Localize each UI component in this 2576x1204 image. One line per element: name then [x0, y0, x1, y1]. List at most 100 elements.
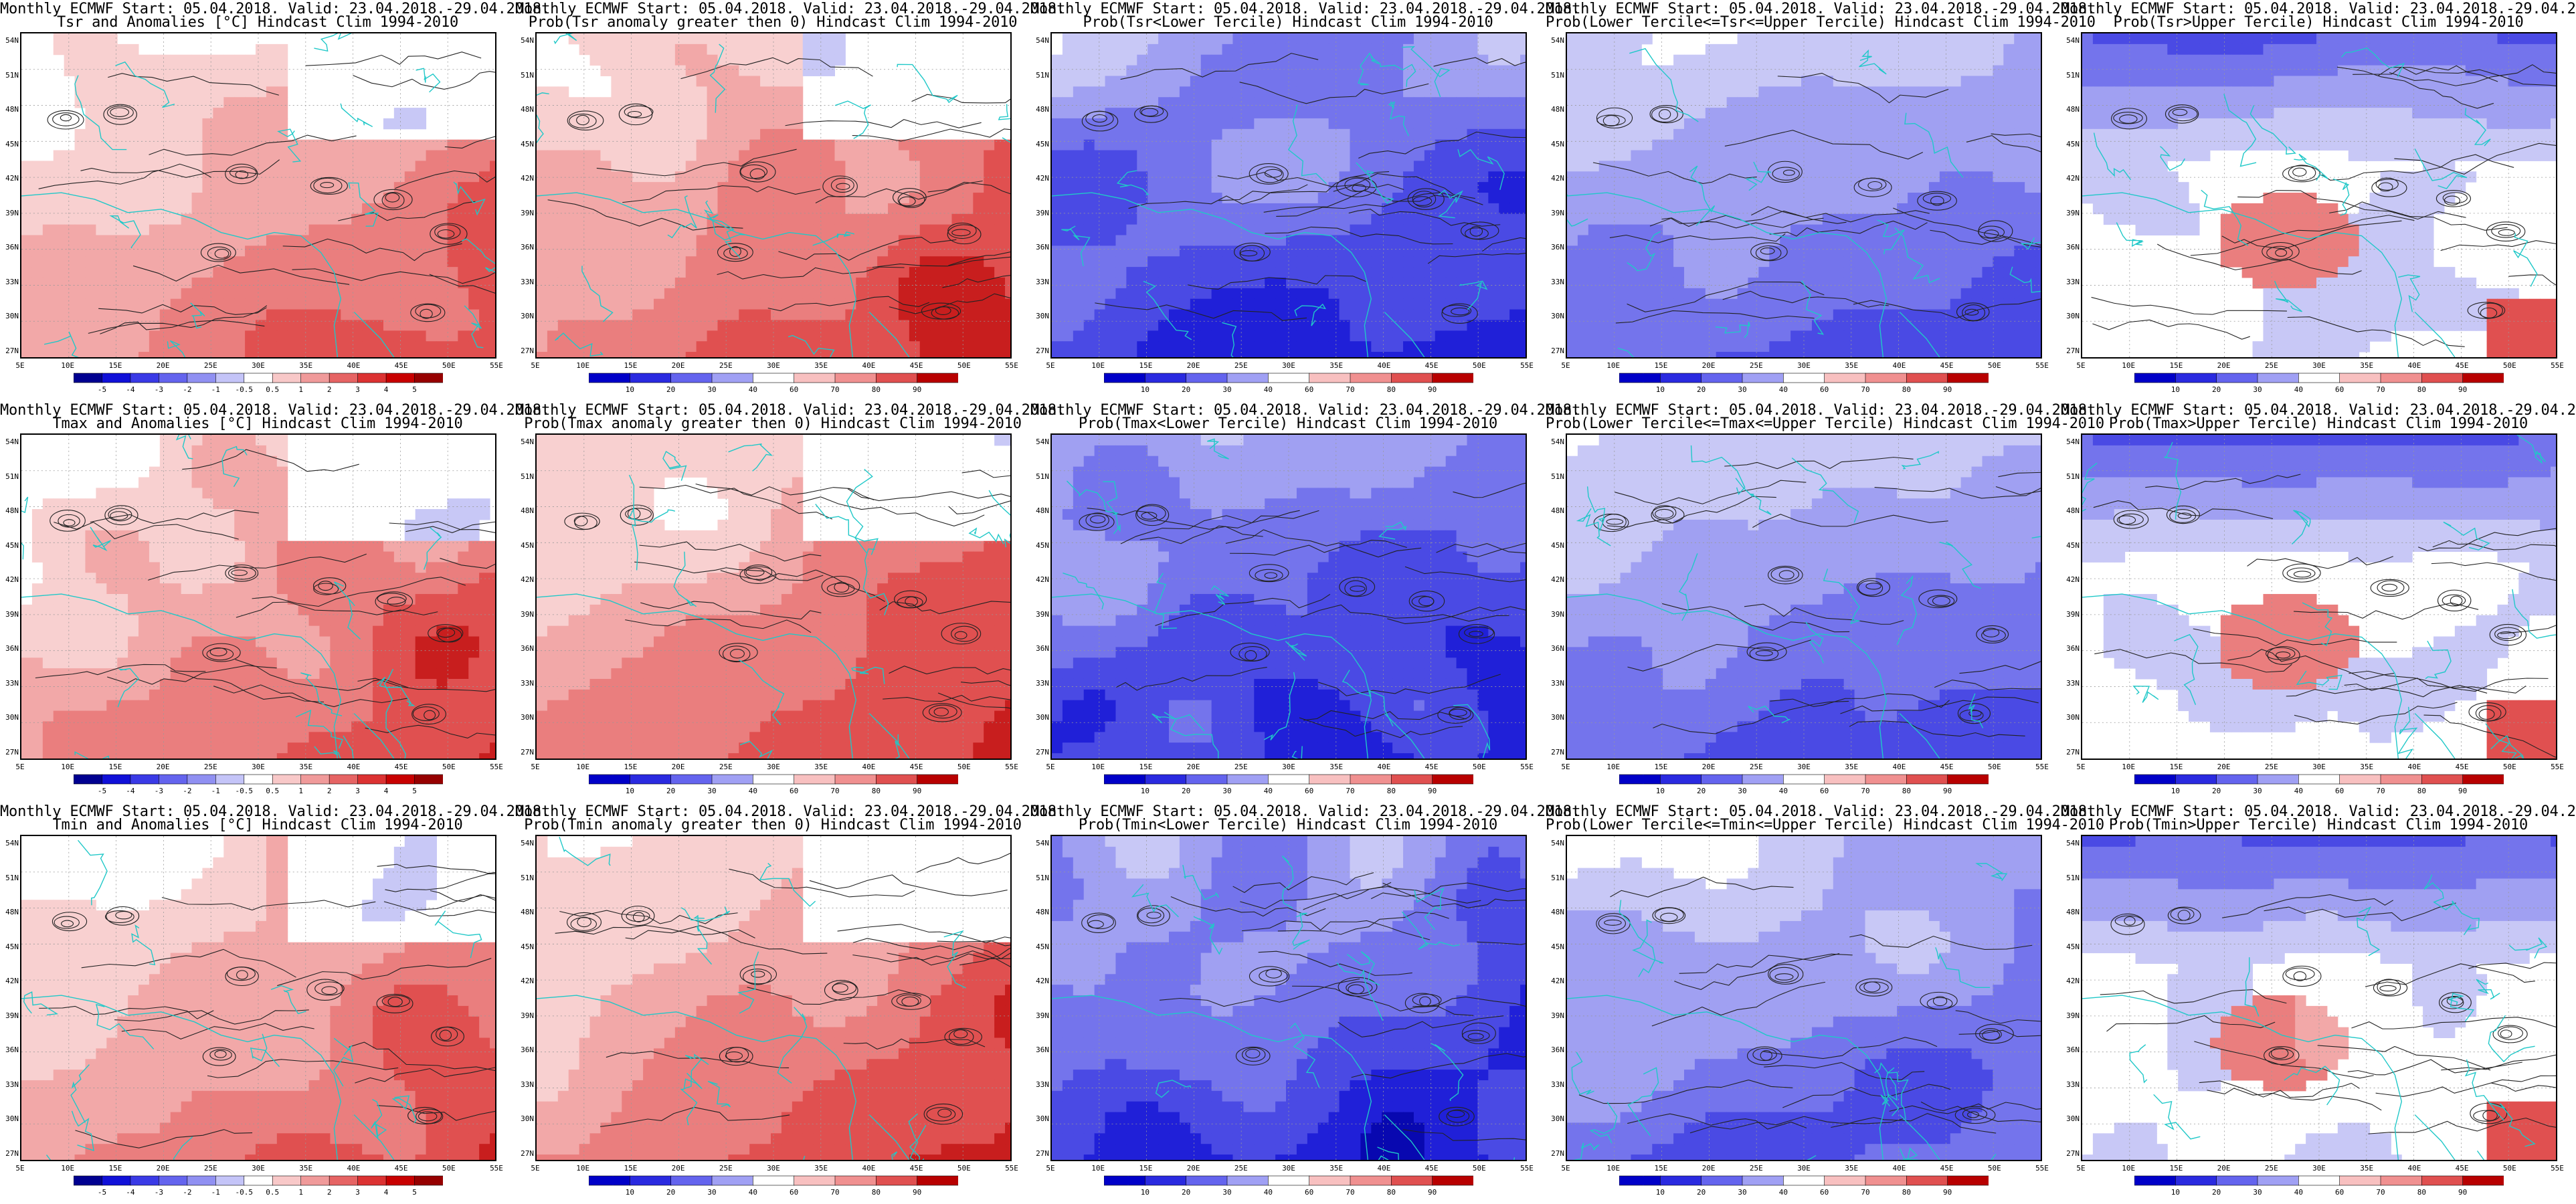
- lat-label: 42N: [5, 575, 19, 585]
- lon-label: 5E: [1561, 361, 1570, 370]
- colorbar-segment: [272, 373, 302, 383]
- lon-label: 5E: [1046, 1164, 1055, 1173]
- colorbar-label: 10: [2171, 787, 2180, 795]
- colorbar-segment: [917, 774, 958, 785]
- colorbar-segment: [357, 1175, 387, 1186]
- map-panel-tmin-prob-pos: Monthly ECMWF Start: 05.04.2018. Valid: …: [515, 803, 1065, 1204]
- country-borders: [21, 33, 495, 357]
- panel-title-line2: Tsr and Anomalies [°C] Hindcast Clim 199…: [56, 14, 459, 31]
- colorbar-segment: [329, 373, 359, 383]
- colorbar-segment: [215, 1175, 245, 1186]
- colorbar-segment: [244, 774, 274, 785]
- colorbar-label: 20: [1182, 385, 1191, 394]
- lat-label: 51N: [1551, 873, 1564, 882]
- lon-label: 10E: [2122, 361, 2136, 370]
- lon-label: 10E: [1606, 361, 1621, 370]
- lon-label: 10E: [576, 1164, 590, 1173]
- panel-title-line1: Monthly ECMWF Start: 05.04.2018. Valid: …: [515, 402, 1065, 419]
- map-plot: [535, 433, 1012, 760]
- lat-label: 33N: [521, 1080, 534, 1089]
- lat-label: 39N: [2066, 609, 2080, 619]
- colorbar-segment: [1432, 774, 1473, 785]
- colorbar-segment: [1824, 774, 1866, 785]
- lat-label: 36N: [1036, 243, 1049, 252]
- lon-label: 20E: [156, 361, 170, 370]
- lat-label: 45N: [521, 139, 534, 148]
- colorbar-segment: [917, 1175, 958, 1186]
- colorbar-segment: [2339, 774, 2381, 785]
- colorbar-segment: [1226, 373, 1269, 383]
- lat-label: 45N: [1551, 139, 1564, 148]
- lon-label: 35E: [299, 763, 313, 771]
- lon-label: 50E: [1472, 763, 1486, 771]
- lat-label: 27N: [1551, 1149, 1564, 1158]
- colorbar-segment: [794, 1175, 836, 1186]
- map-plot: [2081, 433, 2557, 760]
- colorbar: [1619, 1175, 1989, 1186]
- lat-label: 30N: [2066, 713, 2080, 722]
- colorbar-segment: [1742, 774, 1784, 785]
- colorbar-label: 90: [1943, 385, 1952, 394]
- colorbar-label: 90: [1428, 385, 1437, 394]
- lon-label: 50E: [442, 361, 456, 370]
- map-panel-tmax-prob-pos: Monthly ECMWF Start: 05.04.2018. Valid: …: [515, 401, 1065, 803]
- lon-label: 50E: [1987, 361, 2001, 370]
- lon-label: 10E: [1091, 763, 1105, 771]
- lon-label: 5E: [1046, 763, 1055, 771]
- colorbar-label: 40: [1263, 1188, 1273, 1197]
- colorbar-label: -1: [211, 787, 220, 795]
- lat-label: 27N: [1036, 748, 1049, 757]
- lat-label: 36N: [5, 243, 19, 252]
- colorbar-label: 70: [2376, 385, 2385, 394]
- lat-label: 27N: [521, 346, 534, 355]
- colorbar-label: 4: [383, 385, 389, 394]
- colorbar-label: 30: [1222, 385, 1232, 394]
- lat-label: 39N: [521, 1011, 534, 1020]
- gridlines: [2082, 435, 2556, 759]
- lat-label: 45N: [1551, 540, 1564, 550]
- colorbar-segment: [1226, 774, 1269, 785]
- colorbar-label: 60: [1820, 787, 1829, 795]
- lon-label: 55E: [490, 763, 503, 771]
- lat-label: 36N: [2066, 243, 2080, 252]
- colorbar-label: 60: [2335, 787, 2344, 795]
- country-borders: [537, 836, 966, 1160]
- map-plot: [20, 32, 496, 359]
- lat-label: 27N: [5, 1149, 19, 1158]
- lon-label: 25E: [203, 763, 217, 771]
- map-svg: [2082, 435, 2556, 759]
- lon-label: 5E: [15, 1164, 25, 1173]
- lon-label: 55E: [1005, 1164, 1018, 1173]
- colorbar-label: 70: [2376, 1188, 2385, 1197]
- lon-label: 35E: [1329, 763, 1344, 771]
- colorbar-label: 70: [1861, 1188, 1870, 1197]
- colorbar-segment: [357, 373, 387, 383]
- lat-label: 27N: [1551, 346, 1564, 355]
- lon-label: 5E: [15, 763, 25, 771]
- colorbar-label: 80: [1902, 1188, 1911, 1197]
- colorbar-label: 30: [707, 787, 717, 795]
- lon-label: 50E: [1472, 361, 1486, 370]
- lon-label: 20E: [2217, 1164, 2231, 1173]
- map-svg: [2082, 836, 2556, 1160]
- lon-label: 15E: [108, 763, 122, 771]
- colorbar-segment: [187, 373, 217, 383]
- colorbar: [1619, 373, 1989, 383]
- lat-label: 36N: [5, 644, 19, 654]
- colorbar: [589, 373, 958, 383]
- lon-label: 45E: [2455, 763, 2469, 771]
- colorbar-segment: [300, 373, 330, 383]
- colorbar-segment: [329, 1175, 359, 1186]
- country-borders: [537, 33, 1010, 357]
- lon-label: 20E: [1701, 1164, 1716, 1173]
- colorbar-label: 70: [830, 1188, 840, 1197]
- lat-label: 42N: [2066, 575, 2080, 585]
- lon-label: 20E: [671, 763, 685, 771]
- colorbar-segment: [2462, 774, 2504, 785]
- colorbar-segment: [130, 1175, 160, 1186]
- map-plot: [1050, 32, 1527, 359]
- map-plot: [1050, 835, 1527, 1161]
- colorbar-segment: [102, 1175, 131, 1186]
- lat-label: 39N: [2066, 1011, 2080, 1020]
- country-borders: [1052, 46, 1505, 357]
